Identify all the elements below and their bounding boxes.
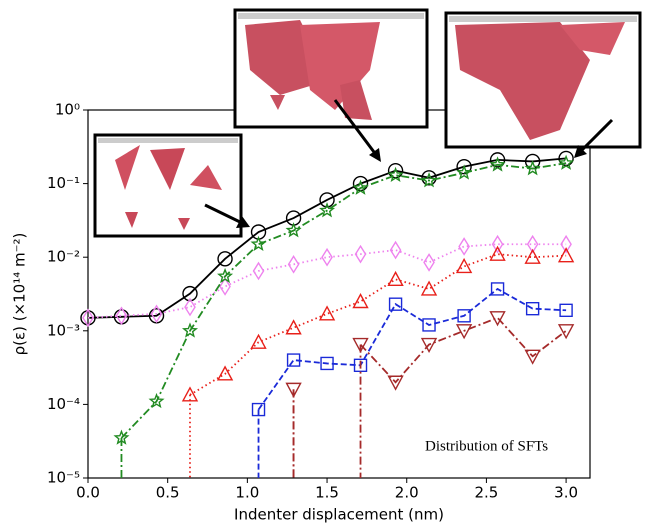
marker: [354, 295, 368, 308]
x-axis-label: Indenter displacement (nm): [234, 506, 444, 524]
series-line: [190, 254, 566, 395]
annotation: Distribution of SFTs: [425, 438, 548, 454]
x-tick-label: 0.5: [156, 484, 180, 502]
x-tick-label: 1.5: [315, 484, 339, 502]
marker: [491, 247, 505, 260]
series-line: [259, 289, 567, 410]
marker: [422, 282, 436, 295]
x-tick-label: 2.0: [395, 484, 419, 502]
y-axis-label: ρ(ε) (×10¹⁴ m⁻²): [11, 233, 29, 356]
x-tick-label: 3.0: [554, 484, 578, 502]
y-tick-label: 10⁻¹: [47, 174, 80, 192]
y-tick-label: 10⁰: [55, 101, 80, 119]
x-tick-label: 2.5: [474, 484, 498, 502]
y-tick-label: 10⁻³: [47, 321, 80, 339]
x-tick-label: 1.0: [235, 484, 259, 502]
chart: Distribution of SFTs Indenter displaceme…: [0, 0, 647, 525]
marker: [322, 249, 332, 265]
marker: [457, 259, 471, 272]
marker: [287, 321, 301, 334]
marker: [320, 307, 334, 320]
y-tick-label: 10⁻⁵: [47, 469, 80, 487]
y-tick-label: 10⁻⁴: [47, 395, 80, 413]
marker: [389, 272, 403, 285]
marker: [252, 335, 266, 348]
inset-middle: [235, 10, 427, 127]
marker: [559, 325, 573, 338]
marker: [389, 169, 401, 181]
inset-left: [95, 135, 241, 236]
y-tick-label: 10⁻²: [47, 248, 80, 266]
inset-right: [446, 13, 640, 147]
marker: [424, 254, 434, 270]
